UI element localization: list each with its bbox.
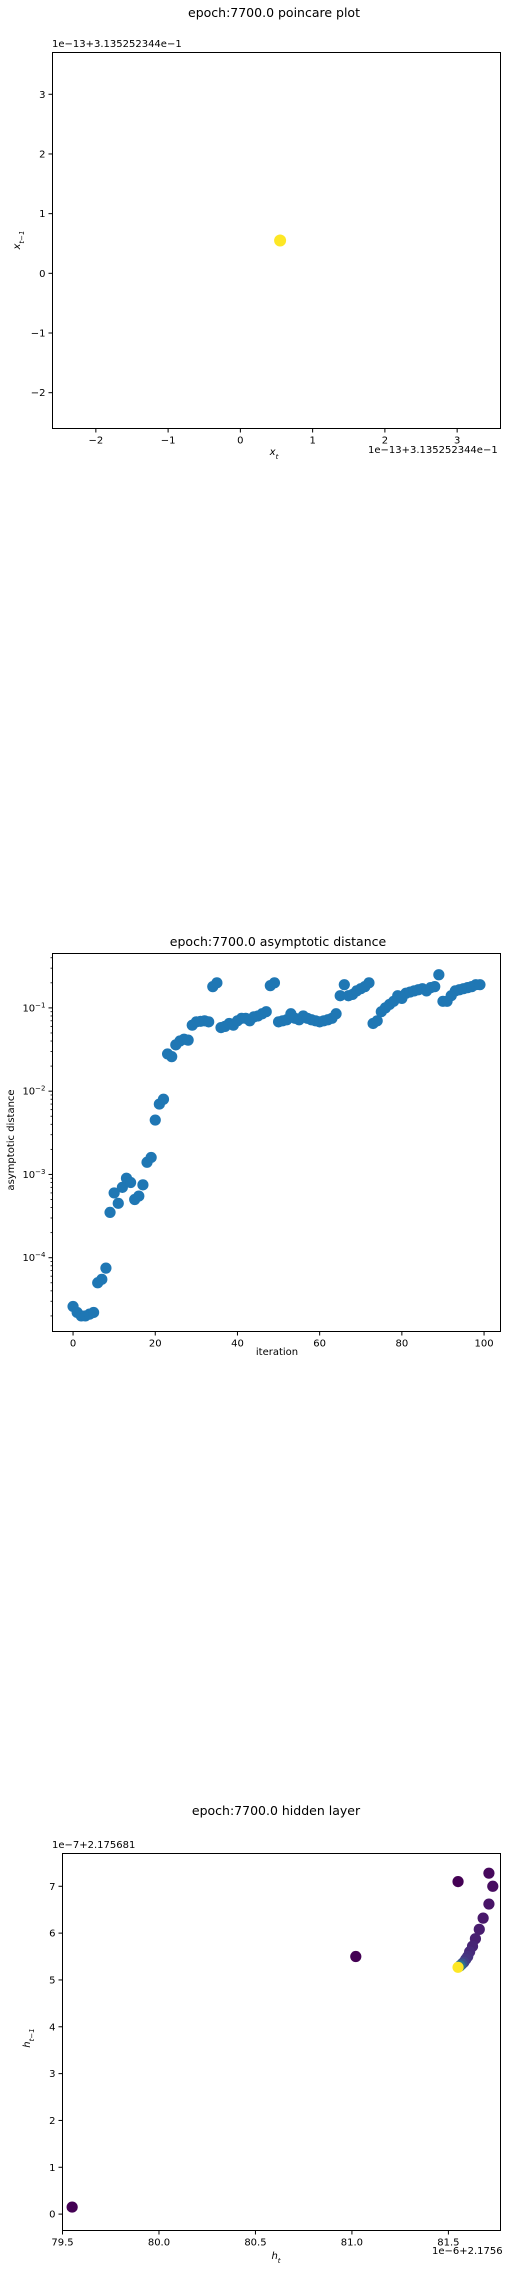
asymptotic-y-axis-label: asymptotic distance [6, 1089, 17, 1190]
poincare-y-axis-label: xt−1 [12, 231, 26, 251]
data-point [133, 1190, 145, 1202]
data-point [474, 979, 486, 991]
data-point [137, 1179, 149, 1191]
data-point [429, 981, 441, 993]
data-point [363, 977, 375, 989]
y-tick-label: 10−4 [22, 1251, 46, 1264]
data-point [338, 979, 350, 991]
y-tick-label: 3 [49, 2069, 55, 2080]
x-tick-label: 80.0 [148, 2238, 170, 2249]
y-tick-label: 7 [49, 1882, 55, 1893]
hidden-y-offset-label: 1e−7+2.175681 [52, 1840, 135, 1851]
data-point [483, 1898, 495, 1910]
y-tick-label: −2 [31, 388, 46, 399]
asymptotic-points [67, 969, 486, 1322]
data-point [487, 1880, 499, 1892]
asymptotic-distance-title: epoch:7700.0 asymptotic distance [170, 934, 387, 949]
x-tick-label: 2 [382, 436, 388, 447]
data-point [371, 1015, 383, 1027]
hidden-layer-panel: epoch:7700.0 hidden layer 1e−7+2.175681 … [22, 1803, 503, 2265]
y-tick-label: 10−3 [22, 1168, 45, 1181]
asymptotic-x-axis-label: iteration [256, 1347, 298, 1358]
x-tick-label: 81.0 [341, 2238, 363, 2249]
y-tick-label: 1 [39, 209, 45, 220]
y-tick-label: 2 [39, 149, 45, 160]
poincare-x-axis-label: xt [269, 447, 279, 461]
hidden-points [66, 1867, 499, 2213]
x-tick-label: 20 [149, 1339, 162, 1350]
hidden-layer-title: epoch:7700.0 hidden layer [192, 1803, 361, 1818]
poincare-axis-ticks: −2 −1 0 1 2 3 −2 −1 0 1 2 3 [31, 90, 461, 447]
data-point [116, 1181, 128, 1193]
x-tick-label: −2 [88, 436, 103, 447]
y-tick-label: 0 [49, 2210, 55, 2221]
data-point [260, 1006, 272, 1018]
hidden-y-axis-label: ht−1 [22, 2028, 36, 2047]
x-tick-label: −1 [161, 436, 176, 447]
hidden-axis-ticks: 79.5 80.0 80.5 81.0 81.5 0 1 2 3 4 5 6 7 [49, 1882, 459, 2249]
data-point [182, 1034, 194, 1046]
data-point [433, 969, 445, 981]
hidden-x-offset-label: 1e−6+2.1756 [432, 2246, 503, 2257]
asymptotic-distance-panel: epoch:7700.0 asymptotic distance iterati… [6, 934, 501, 1358]
data-point [88, 1306, 100, 1319]
hidden-x-axis-label: ht [271, 2251, 280, 2265]
y-tick-label: 5 [49, 1975, 55, 1986]
data-point [334, 990, 346, 1002]
x-tick-label: 80.5 [244, 2238, 266, 2249]
y-tick-label: 10−1 [22, 1001, 45, 1014]
x-tick-label: 0 [70, 1339, 76, 1350]
data-point [166, 1051, 178, 1063]
y-tick-label: 0 [39, 269, 45, 280]
poincare-plot-panel: epoch:7700.0 poincare plot 1e−13+3.13525… [12, 5, 501, 461]
data-point [350, 1950, 362, 1963]
poincare-x-offset-label: 1e−13+3.135252344e−1 [368, 445, 498, 456]
data-point [211, 977, 223, 989]
y-tick-label: 6 [49, 1929, 55, 1940]
x-tick-label: 100 [475, 1339, 494, 1350]
x-tick-label: 40 [231, 1339, 244, 1350]
y-tick-label: 10−2 [22, 1085, 45, 1098]
poincare-plot-frame [52, 52, 501, 429]
data-point [96, 1273, 108, 1285]
x-tick-label: 0 [237, 436, 243, 447]
data-point [108, 1187, 120, 1199]
x-tick-label: 79.5 [51, 2238, 73, 2249]
y-tick-label: −1 [31, 329, 46, 340]
hidden-plot-frame [62, 1853, 501, 2231]
data-point [268, 977, 281, 989]
x-tick-label: 60 [313, 1339, 326, 1350]
data-point [477, 1912, 489, 1924]
data-point [100, 1262, 112, 1274]
poincare-points [274, 234, 287, 247]
data-point [157, 1093, 170, 1105]
data-point [203, 1016, 215, 1028]
data-point [149, 1114, 161, 1126]
y-tick-label: 2 [49, 2116, 55, 2127]
data-point [473, 1923, 485, 1935]
poincare-plot-title: epoch:7700.0 poincare plot [188, 5, 360, 20]
x-tick-label: 80 [395, 1339, 408, 1350]
x-tick-label: 3 [454, 436, 460, 447]
x-tick-label: 81.5 [437, 2238, 459, 2249]
data-point [112, 1197, 124, 1209]
x-tick-label: 1 [309, 436, 315, 447]
y-tick-label: 4 [49, 2022, 55, 2033]
data-point [124, 1176, 137, 1189]
data-point [452, 1961, 464, 1973]
data-point [330, 1008, 342, 1020]
data-point [145, 1151, 157, 1164]
y-tick-label: 1 [49, 2163, 55, 2174]
asymptotic-plot-frame [52, 953, 501, 1332]
data-point [274, 234, 287, 247]
data-point [66, 2201, 78, 2213]
data-point [104, 1206, 116, 1219]
poincare-y-offset-label: 1e−13+3.135252344e−1 [52, 39, 182, 50]
y-tick-label: 3 [39, 90, 45, 101]
data-point [483, 1867, 495, 1879]
data-point [452, 1875, 464, 1888]
